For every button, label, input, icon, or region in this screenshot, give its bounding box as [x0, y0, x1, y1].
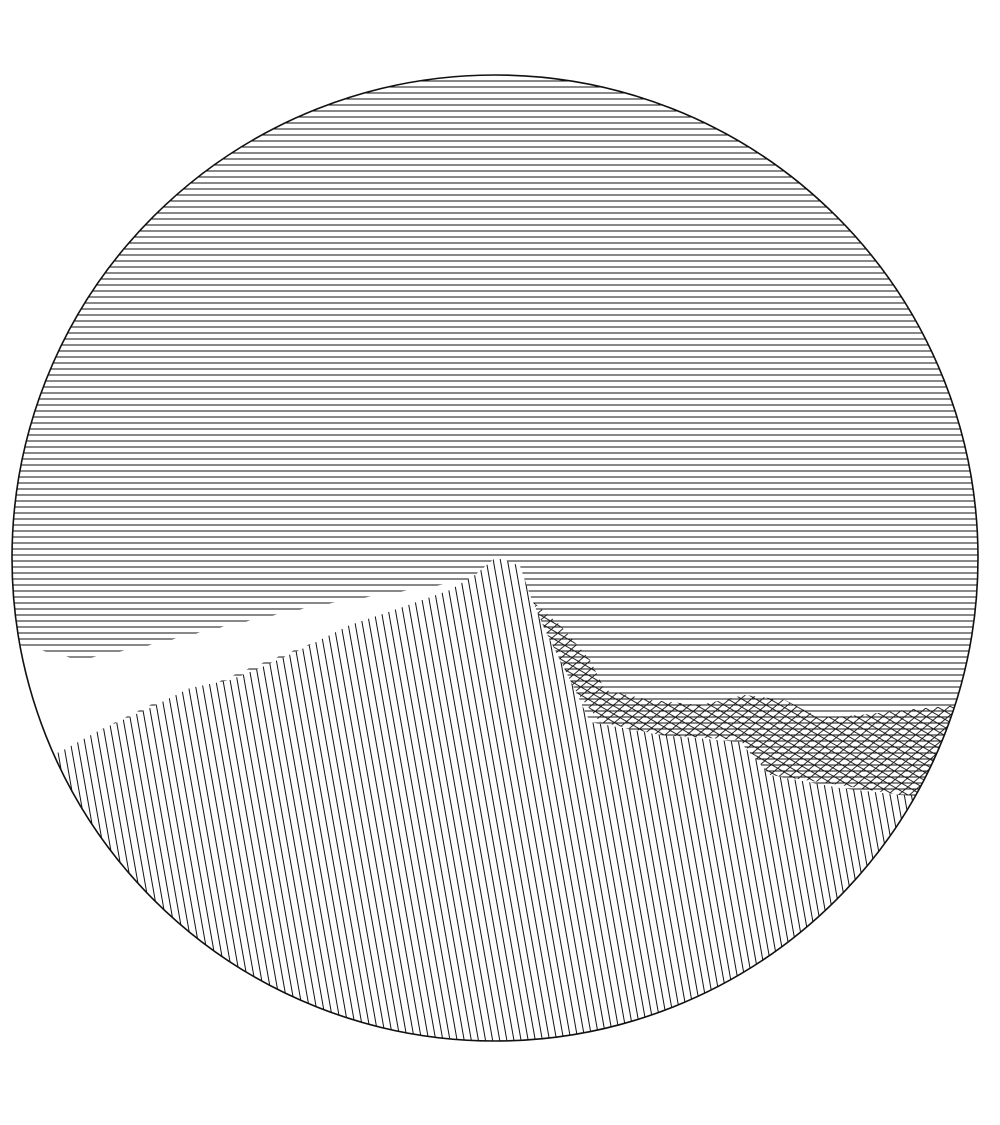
snow-slope	[12, 565, 495, 770]
distant-ridge-crosshatch-2	[525, 595, 978, 800]
outer-circle	[11, 74, 979, 1042]
